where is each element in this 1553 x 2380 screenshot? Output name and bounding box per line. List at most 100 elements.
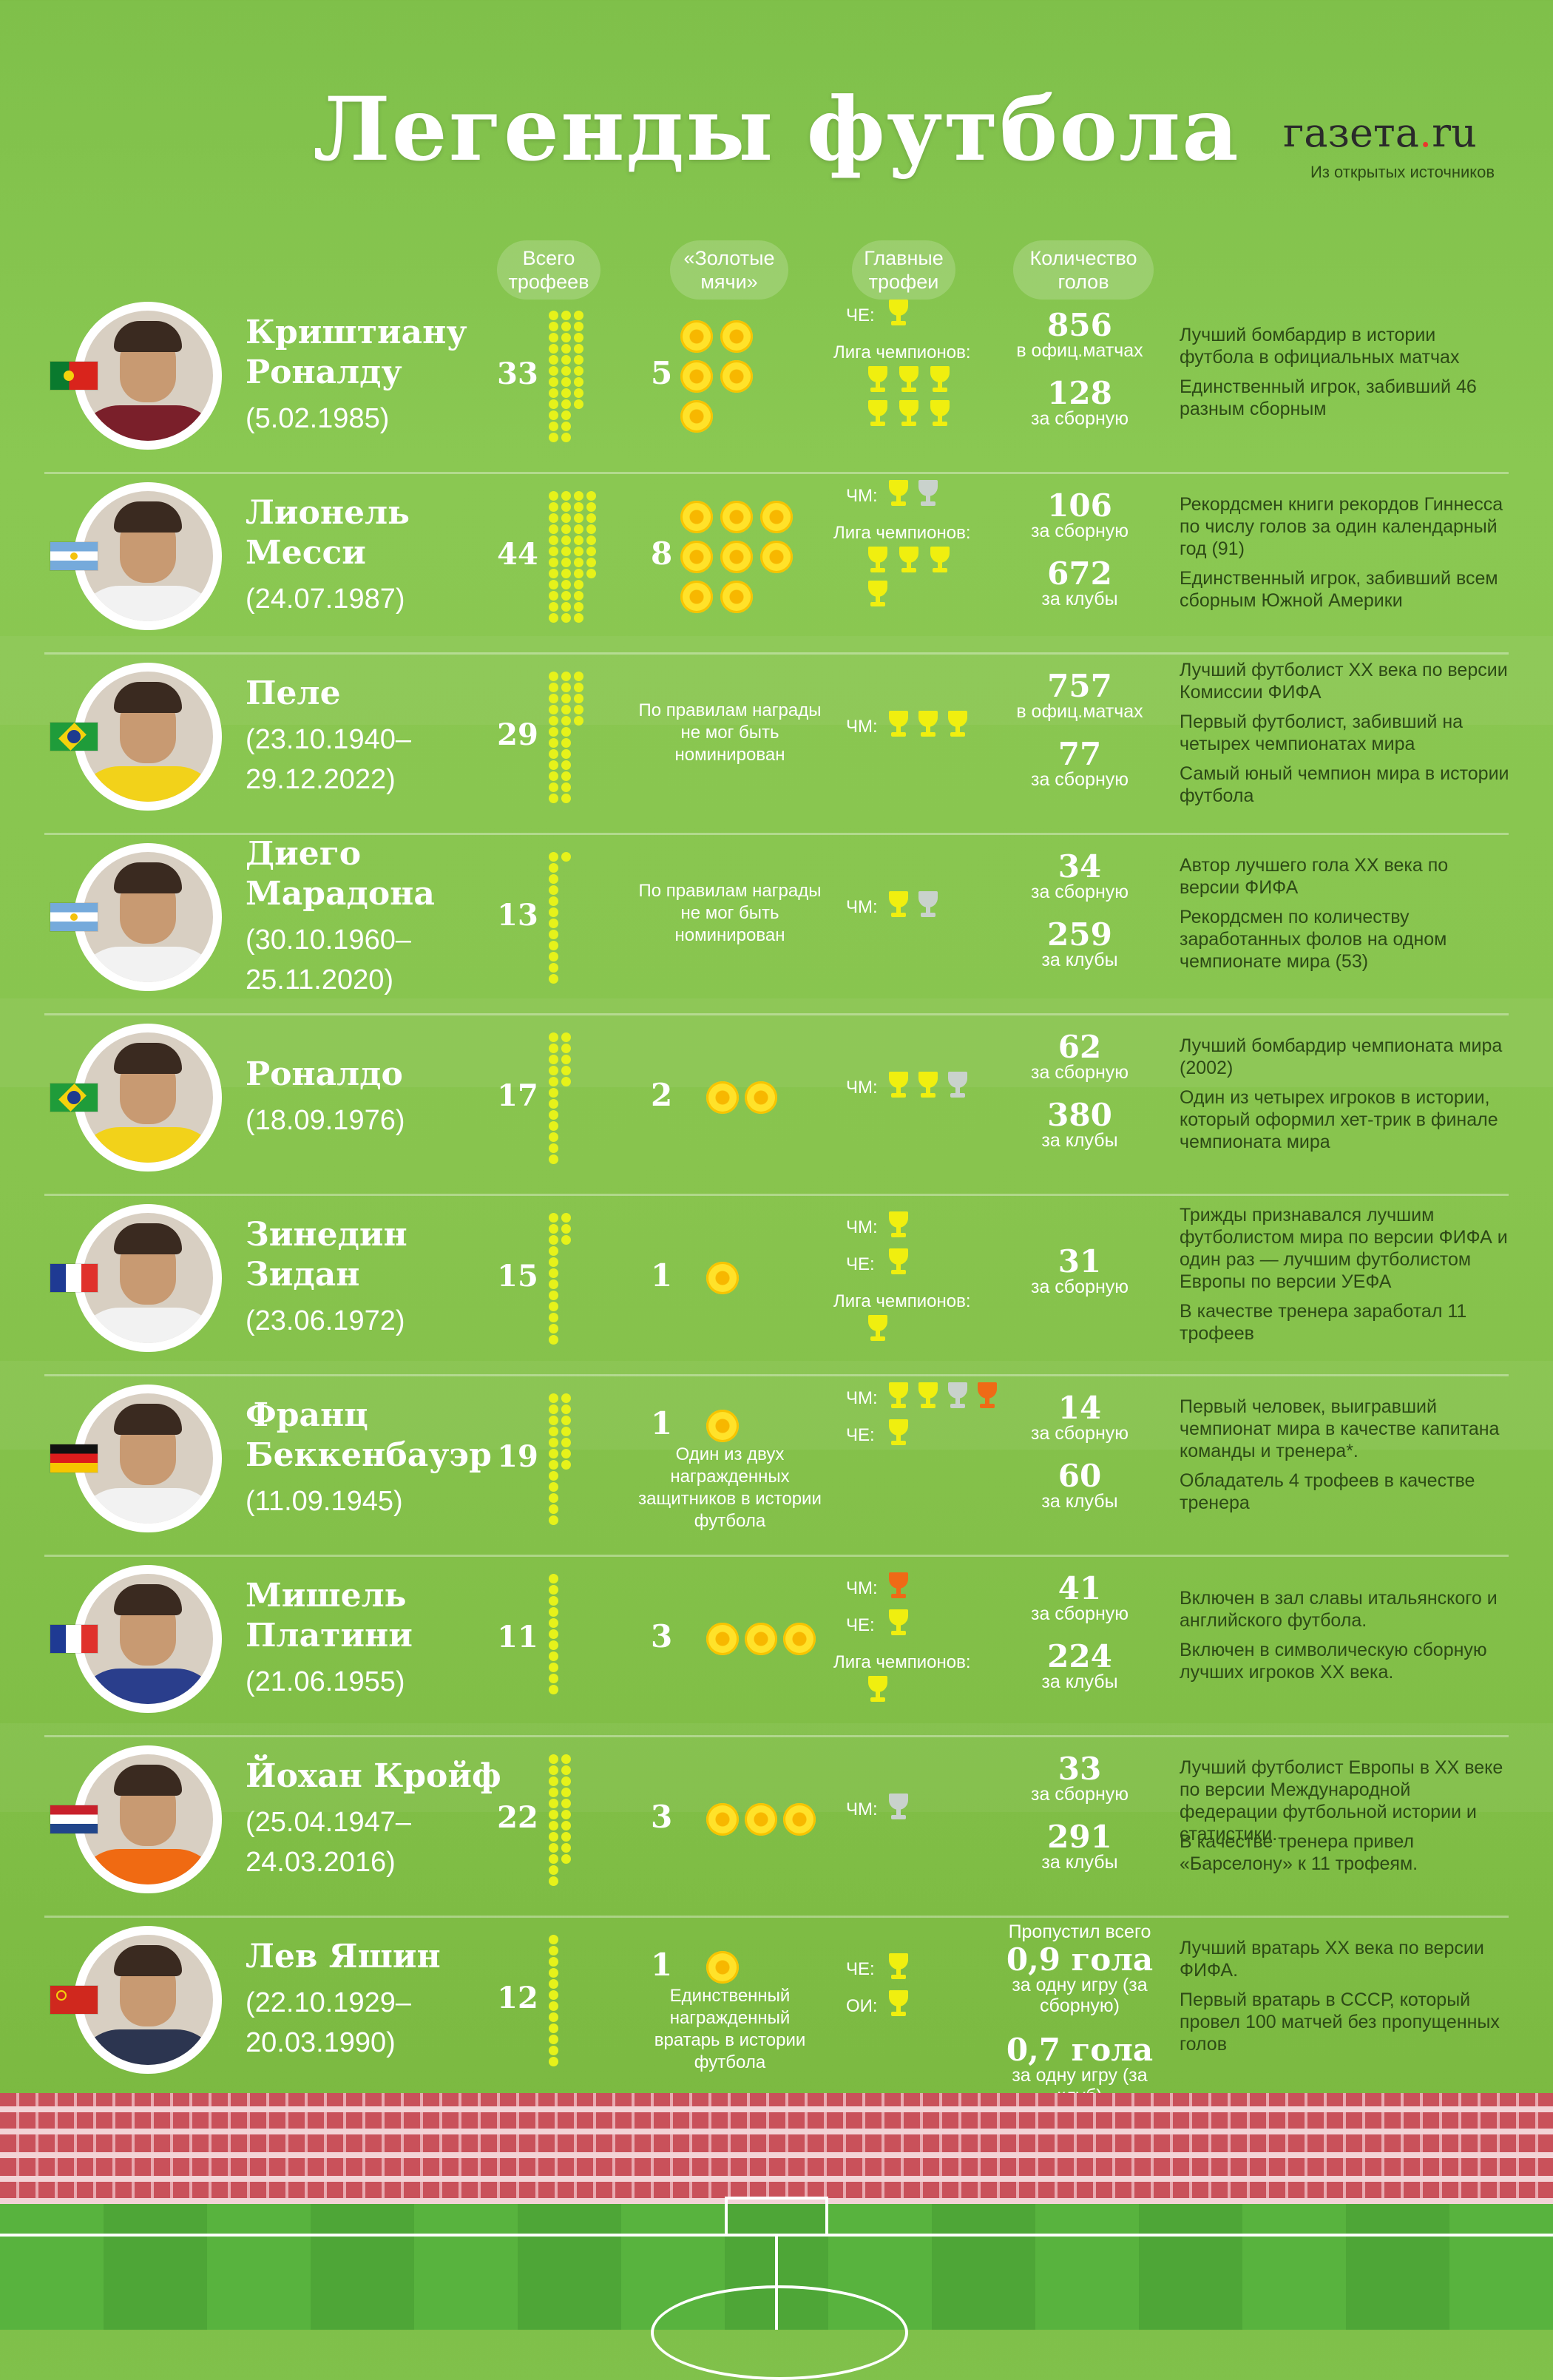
player-dates2: 24.03.2016) xyxy=(246,1847,396,1878)
flag-argentina-icon xyxy=(50,542,98,570)
main-trophy-label: ЧМ: xyxy=(846,1217,878,1237)
trophy-dot xyxy=(549,1979,558,1989)
flag-portugal-icon xyxy=(50,362,98,390)
player-photo xyxy=(74,1204,222,1352)
player-name2: Роналду xyxy=(246,354,402,391)
gazeta-logo[interactable]: газета.ru xyxy=(1283,109,1477,156)
player-dates1: (18.09.1976) xyxy=(246,1105,405,1136)
photo-hair xyxy=(114,1945,182,1976)
trophy-dot xyxy=(549,1088,558,1098)
trophy-dot xyxy=(549,1460,558,1470)
trophy-dot xyxy=(586,558,596,567)
row-separator xyxy=(44,1735,1509,1737)
trophy-stem xyxy=(907,415,911,422)
trophy-stem xyxy=(876,1690,880,1698)
golden-balls-count: 5 xyxy=(651,355,673,391)
trophy-base xyxy=(921,1404,935,1408)
trophy-dot xyxy=(549,1449,558,1458)
goals-caption: за сборную xyxy=(1031,1277,1129,1297)
trophy-dot xyxy=(574,535,583,545)
main-trophy-label: ЧЕ: xyxy=(846,1615,875,1635)
header-main-trophies-label: Главные трофеи xyxy=(864,247,944,293)
player-name2: Месси xyxy=(246,534,366,572)
golden-ball-icon xyxy=(706,1262,739,1294)
trophy-dot xyxy=(549,1143,558,1153)
trophy-gold-icon xyxy=(886,1419,911,1449)
trophy-dot xyxy=(549,874,558,884)
trophy-base xyxy=(870,1336,885,1341)
trophy-stem xyxy=(926,725,930,733)
trophy-dot xyxy=(549,513,558,523)
trophy-dot xyxy=(574,716,583,726)
trophy-gold-icon xyxy=(886,1071,911,1101)
trophy-gold-icon xyxy=(896,366,921,396)
source-note: Из открытых источников xyxy=(1310,163,1495,181)
player-fact: Рекордсмен по количеству заработанных фо… xyxy=(1180,907,1447,972)
photo-shirt xyxy=(83,1488,213,1524)
photo-frame xyxy=(83,491,213,621)
goals-caption: за сборную xyxy=(1031,1603,1129,1624)
main-trophy-label: ЧМ: xyxy=(846,896,878,917)
trophy-dot xyxy=(586,547,596,556)
logo-suffix: ru xyxy=(1432,109,1477,156)
trophy-dot xyxy=(549,1946,558,1955)
player-name2: Марадона xyxy=(246,875,435,913)
trophy-dot xyxy=(549,355,558,365)
trophy-dot xyxy=(561,749,571,759)
trophy-cup xyxy=(918,480,938,496)
trophy-dot xyxy=(549,1427,558,1436)
trophy-dot xyxy=(574,355,583,365)
trophy-dot xyxy=(549,727,558,737)
trophy-gold-icon xyxy=(886,710,911,740)
golden-ball-icon xyxy=(720,541,753,573)
header-trophies: Всего трофеев xyxy=(497,240,600,300)
trophy-gold-icon xyxy=(886,1990,911,2020)
goals-caption: за одну игру (за сборную) xyxy=(1012,1975,1148,2016)
trophy-dot xyxy=(549,433,558,442)
trophy-cup xyxy=(889,1071,908,1088)
player-dates1: (30.10.1960– xyxy=(246,924,411,956)
golden-balls-count: 8 xyxy=(651,535,673,572)
trophy-cup xyxy=(868,1675,887,1692)
photo-frame xyxy=(83,852,213,982)
trophy-dot xyxy=(561,852,571,862)
trophy-dot xyxy=(561,491,571,501)
photo-shirt xyxy=(83,1849,213,1884)
trophy-stem xyxy=(896,1623,901,1632)
photo-shirt xyxy=(83,1308,213,1343)
flag-sun xyxy=(70,913,78,921)
trophy-dot xyxy=(549,366,558,376)
trophy-dot xyxy=(561,524,571,534)
trophy-dot xyxy=(561,1235,571,1245)
trophy-dot xyxy=(549,885,558,895)
trophy-dot xyxy=(549,1585,558,1595)
trophy-dot xyxy=(549,863,558,873)
trophy-gold-icon xyxy=(865,547,890,576)
trophy-dot xyxy=(549,1754,558,1764)
player-dates2: 25.11.2020) xyxy=(246,964,394,995)
trophy-dot xyxy=(561,1044,571,1053)
row-separator xyxy=(44,1916,1509,1918)
golden-ball-icon xyxy=(720,320,753,353)
trophy-dot xyxy=(549,547,558,556)
trophy-dot xyxy=(561,1776,571,1786)
trophy-dot xyxy=(561,716,571,726)
trophy-dot xyxy=(549,1821,558,1830)
goals-caption: в офиц.матчах xyxy=(1016,701,1143,722)
trophy-stem xyxy=(876,415,880,422)
trophy-dot xyxy=(586,569,596,578)
trophy-dot xyxy=(549,1799,558,1808)
header-golden-balls-label: «Золотые мячи» xyxy=(683,247,775,293)
goals-number: 14 xyxy=(1058,1390,1102,1426)
trophy-dot xyxy=(549,2001,558,2011)
golden-ball-icon xyxy=(720,581,753,613)
trophy-base xyxy=(891,1232,906,1237)
photo-frame xyxy=(83,1393,213,1524)
trophy-dot xyxy=(549,1515,558,1525)
trophy-gold-icon xyxy=(886,1609,911,1639)
trophy-base xyxy=(870,422,885,426)
trophy-gold-icon xyxy=(886,890,911,921)
golden-ball-icon xyxy=(760,541,793,573)
photo-hair xyxy=(114,501,182,533)
goals-caption: за клубы xyxy=(1041,1671,1118,1692)
